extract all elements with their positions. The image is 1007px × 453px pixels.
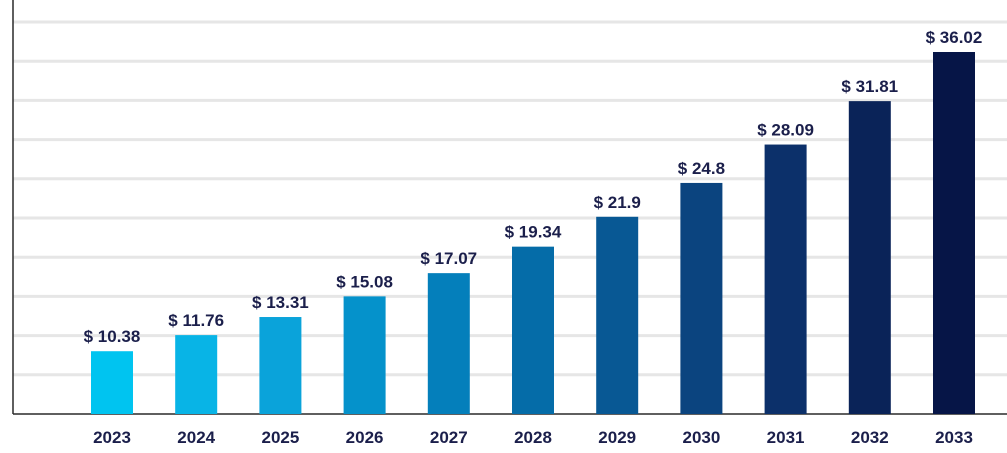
bar-2032	[848, 101, 891, 414]
bar-2024	[175, 335, 218, 414]
bar-2027	[427, 273, 470, 414]
bar-2028	[512, 246, 554, 414]
value-label-2030: $ 24.8	[678, 159, 725, 178]
bar-2023	[91, 351, 133, 414]
value-label-2029: $ 21.9	[594, 193, 641, 212]
x-tick-2026: 2026	[346, 428, 384, 447]
value-label-2026: $ 15.08	[336, 272, 393, 291]
x-tick-2030: 2030	[682, 428, 720, 447]
value-label-2024: $ 11.76	[168, 311, 224, 330]
value-label-2025: $ 13.31	[252, 293, 309, 312]
bar-2025	[259, 317, 302, 414]
bar-2033	[933, 52, 975, 414]
bars	[91, 52, 975, 414]
value-label-2023: $ 10.38	[84, 327, 141, 346]
x-tick-2024: 2024	[177, 428, 215, 447]
x-tick-2029: 2029	[598, 428, 636, 447]
x-tick-2028: 2028	[514, 428, 552, 447]
bar-2026	[343, 296, 386, 414]
bar-2031	[764, 144, 807, 414]
x-tick-labels: 2023 2024 2025 2026 2027 2028 2029 2030 2031 2032…	[93, 428, 973, 447]
value-label-2031: $ 28.09	[757, 121, 814, 140]
bar-2029	[596, 216, 639, 414]
x-tick-2025: 2025	[261, 428, 299, 447]
value-label-2032: $ 31.81	[841, 77, 898, 96]
x-tick-2027: 2027	[430, 428, 468, 447]
value-label-2033: $ 36.02	[926, 28, 983, 47]
x-tick-2031: 2031	[767, 428, 805, 447]
x-tick-2033: 2033	[935, 428, 973, 447]
value-label-2027: $ 17.07	[420, 249, 477, 268]
x-tick-2023: 2023	[93, 428, 131, 447]
value-labels: $ 10.38 $ 11.76 $ 13.31 $ 15.08 $ 17.07 $ 19.…	[84, 28, 983, 346]
x-tick-2032: 2032	[851, 428, 889, 447]
value-label-2028: $ 19.34	[505, 223, 562, 242]
bar-2030	[680, 182, 723, 414]
